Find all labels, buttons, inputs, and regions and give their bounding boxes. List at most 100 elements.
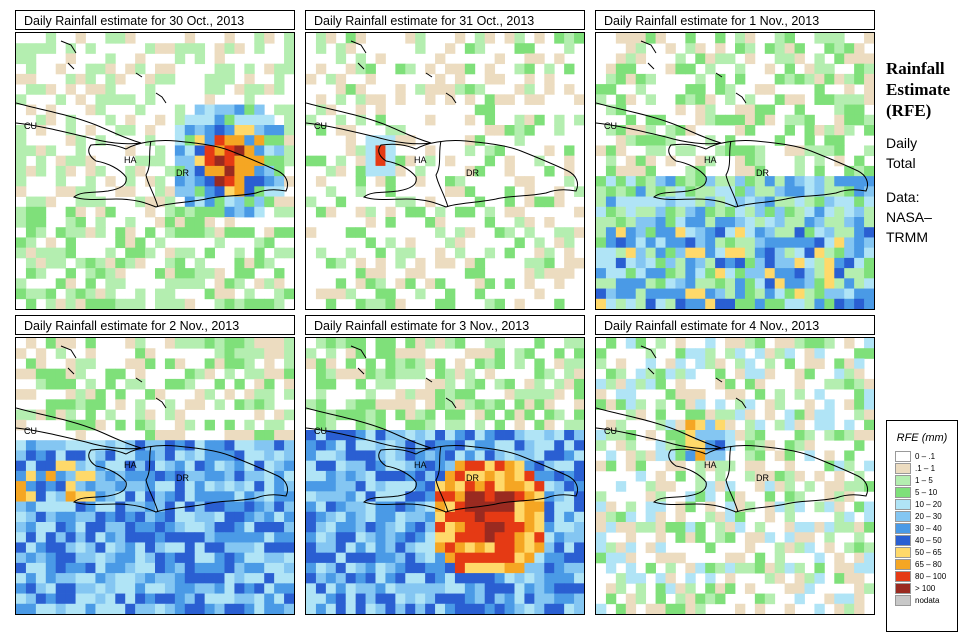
rain-cell [325,562,337,574]
rain-cell [264,583,275,594]
rain-cell [55,491,67,502]
rain-cell [564,460,575,472]
rain-cell [544,583,555,594]
rain-cell [544,63,555,75]
rain-cell [494,562,505,574]
rain-cell [194,440,206,451]
rain-cell [254,114,265,126]
rain-cell [105,440,116,451]
rain-cell [164,196,176,208]
rain-cell [645,135,656,146]
rain-cell [105,501,116,513]
rain-cell [16,145,27,157]
rain-cell [164,511,176,523]
rain-cell [596,430,607,441]
rain-cell [35,288,47,300]
map-panel-6: Daily Rainfall estimate for 4 Nov., 2013… [595,315,875,615]
rain-cell [284,440,294,451]
rain-cell [854,268,865,279]
rain-cell [375,278,386,289]
rain-cell [854,378,865,390]
rain-cell [435,278,446,289]
rain-cell [335,562,347,574]
rain-cell [804,368,815,380]
rain-cell [25,63,37,75]
rain-cell [574,501,584,513]
rain-cell [184,573,196,584]
rain-cell [725,135,736,146]
rain-cell [754,196,766,208]
rain-cell [725,206,736,218]
rain-cell [844,450,855,462]
rain-cell [625,53,637,65]
rain-cell [794,522,805,533]
rain-cell [45,104,57,116]
rain-cell [854,176,865,187]
rain-cell [234,298,245,309]
rain-cell [35,522,47,533]
rain-cell [784,125,795,136]
rain-cell [864,348,874,359]
rain-cell [754,155,766,167]
rain-cell [484,298,496,309]
rain-cell [484,491,496,502]
rain-cell [174,114,186,126]
rain-cell [194,217,206,228]
rain-cell [484,460,496,472]
rain-cell [534,237,545,249]
rain-cell [264,562,275,574]
rain-cell [435,84,446,95]
rain-cell [735,155,746,167]
rain-cell [864,63,874,75]
rain-cell [264,278,275,289]
rain-cell [45,298,57,309]
rain-cell [184,43,196,54]
rain-cell [224,33,235,44]
rain-cell [596,257,607,269]
rain-cell [365,522,376,533]
rain-cell [355,368,366,380]
rain-cell [574,470,584,482]
rain-cell [224,196,235,208]
rain-cell [145,43,156,54]
rain-cell [665,227,676,238]
rain-cell [194,573,206,584]
rain-cell [194,583,206,594]
rain-cell [675,470,686,482]
rain-cell [315,358,327,370]
rain-cell [155,43,166,54]
rain-cell [234,491,245,502]
rain-cell [395,603,406,614]
rain-cell [204,450,215,462]
rain-cell [774,573,786,584]
rain-cell [35,552,47,564]
rain-cell [605,593,617,605]
rain-cell [625,501,637,513]
rain-cell [844,53,855,65]
rain-cell [514,63,525,75]
rain-cell [864,257,874,269]
rain-cell [784,227,795,238]
rain-cell [234,338,245,349]
rain-cell [115,511,126,523]
rain-cell [804,348,815,359]
rain-cell [655,368,666,380]
rain-cell [615,278,627,289]
rain-cell [425,552,436,564]
rain-cell [335,155,347,167]
rain-cell [615,33,627,44]
rain-cell [125,114,136,126]
map-panel-5: Daily Rainfall estimate for 3 Nov., 2013… [305,315,585,615]
rain-cell [534,358,545,370]
rain-cell [325,511,337,523]
rain-cell [184,450,196,462]
rain-cell [224,532,235,543]
rain-cell [596,237,607,249]
rain-cell [254,573,265,584]
rain-cell [554,378,565,390]
rain-cell [514,298,525,309]
rain-cell [254,84,265,95]
rain-cell [75,440,86,451]
rain-cell [75,470,86,482]
rain-cell [75,73,86,85]
